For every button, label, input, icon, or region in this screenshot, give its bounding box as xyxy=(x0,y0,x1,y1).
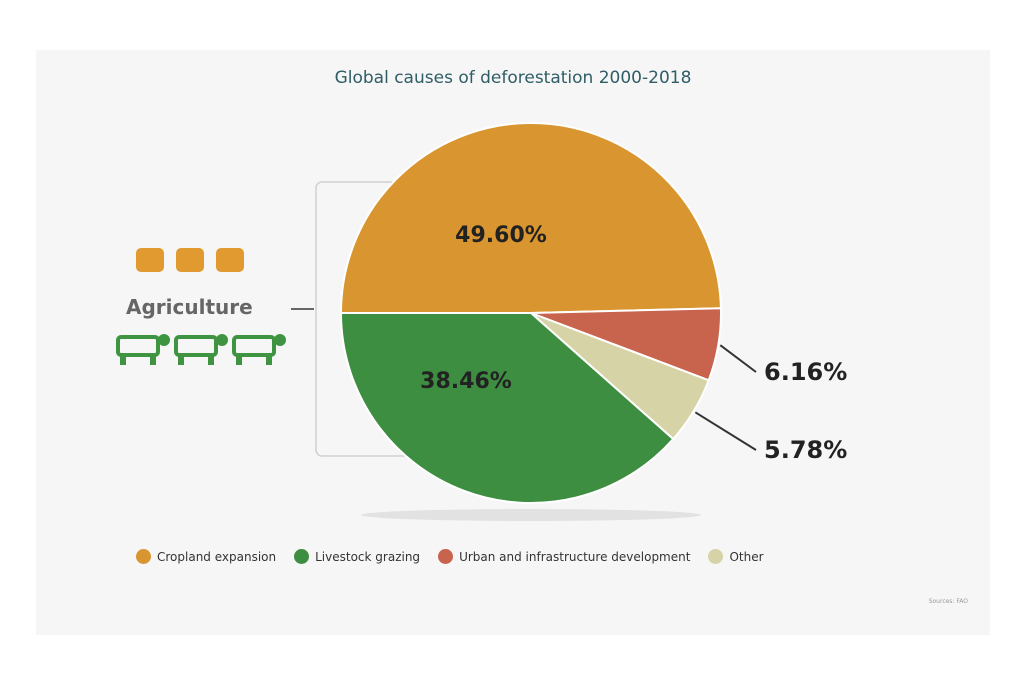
chart-title: Global causes of deforestation 2000-2018 xyxy=(334,68,692,88)
pie-shadow xyxy=(361,509,701,521)
data-label-1: 6.16% xyxy=(764,358,847,386)
legend-label: Other xyxy=(729,549,764,564)
legend-label: Livestock grazing xyxy=(315,549,421,564)
data-label-0: 49.60% xyxy=(455,223,547,248)
pie-slice-0 xyxy=(339,122,722,314)
corn-icon xyxy=(136,248,164,272)
leader-line-1 xyxy=(719,344,757,373)
legend-swatch xyxy=(438,549,454,564)
cow-icon xyxy=(232,334,286,365)
legend: Cropland expansion Livestock grazing Urb… xyxy=(136,549,764,564)
chart-panel: Global causes of deforestation 2000-2018… xyxy=(36,50,990,635)
legend-label: Urban and infrastructure development xyxy=(459,549,691,564)
legend-swatch xyxy=(708,549,724,564)
legend-item-livestock: Livestock grazing xyxy=(294,549,420,564)
legend-swatch xyxy=(136,549,151,564)
agriculture-label: Agriculture xyxy=(126,295,253,319)
legend-item-urban: Urban and infrastructure development xyxy=(438,549,690,564)
legend-item-cropland: Cropland expansion xyxy=(136,549,276,564)
pie-chart: 49.60% 6.16% 5.78% 38.46% xyxy=(116,122,847,521)
crop-field-icon xyxy=(216,248,244,272)
pie-slice-3 xyxy=(339,312,675,504)
legend-label: Cropland expansion xyxy=(157,549,277,564)
leader-line-2 xyxy=(694,411,757,451)
cow-icon xyxy=(174,334,228,365)
cow-icon xyxy=(116,334,170,365)
legend-swatch xyxy=(294,549,310,564)
data-label-3: 38.46% xyxy=(420,369,512,394)
legend-item-other: Other xyxy=(708,549,764,564)
source-note: Sources: FAO xyxy=(928,598,968,605)
data-label-2: 5.78% xyxy=(764,436,847,464)
wheat-icon xyxy=(176,248,204,272)
